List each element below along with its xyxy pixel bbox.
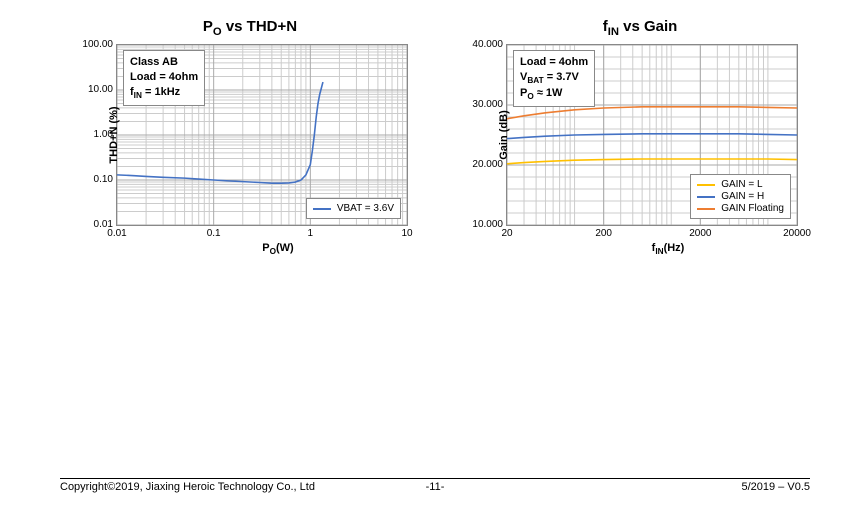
y-tick-label: 100.00 [82, 39, 113, 50]
footer-center: -11- [426, 481, 445, 493]
chart-po-vs-thdn: PO vs THD+N 0.010.11100.010.101.0010.001… [60, 18, 440, 226]
chart-note-box: Class ABLoad = 4ohmfIN = 1kHz [123, 50, 205, 106]
legend-item: GAIN Floating [697, 203, 784, 214]
chart1-title: PO vs THD+N [60, 18, 440, 38]
chart-legend: GAIN = LGAIN = HGAIN Floating [690, 174, 791, 219]
chart1-x-axis-label: PO(W) [116, 242, 440, 256]
y-tick-label: 0.01 [94, 219, 113, 230]
legend-item: GAIN = H [697, 191, 784, 202]
y-tick-label: 40.000 [472, 39, 503, 50]
footer-left: Copyright©2019, Jiaxing Heroic Technolog… [60, 481, 315, 493]
chart1-y-axis-label: THD+N (%) [108, 85, 120, 185]
x-tick-label: 10 [392, 228, 422, 239]
x-tick-label: 2000 [680, 228, 720, 239]
charts-row: PO vs THD+N 0.010.11100.010.101.0010.001… [0, 0, 850, 226]
x-tick-label: 1 [295, 228, 325, 239]
chart-note-box: Load = 4ohmVBAT = 3.7VPO ≈ 1W [513, 50, 595, 107]
chart2-y-axis-label: Gain (dB) [498, 85, 510, 185]
x-tick-label: 20000 [777, 228, 817, 239]
page: PO vs THD+N 0.010.11100.010.101.0010.001… [0, 0, 850, 507]
chart-fin-vs-gain: fIN vs Gain 2020020002000010.00020.00030… [450, 18, 830, 226]
y-tick-label: 10.000 [472, 219, 503, 230]
x-tick-label: 200 [584, 228, 624, 239]
legend-item: VBAT = 3.6V [313, 203, 394, 214]
chart-legend: VBAT = 3.6V [306, 198, 401, 219]
page-footer: Copyright©2019, Jiaxing Heroic Technolog… [60, 478, 810, 493]
x-tick-label: 0.1 [199, 228, 229, 239]
chart2-x-axis-label: fIN(Hz) [506, 242, 830, 256]
chart1-plot-area: 0.010.11100.010.101.0010.00100.00Class A… [116, 44, 408, 226]
chart2-title: fIN vs Gain [450, 18, 830, 38]
legend-item: GAIN = L [697, 179, 784, 190]
footer-right: 5/2019 – V0.5 [741, 481, 810, 493]
chart2-plot-area: 2020020002000010.00020.00030.00040.000Lo… [506, 44, 798, 226]
